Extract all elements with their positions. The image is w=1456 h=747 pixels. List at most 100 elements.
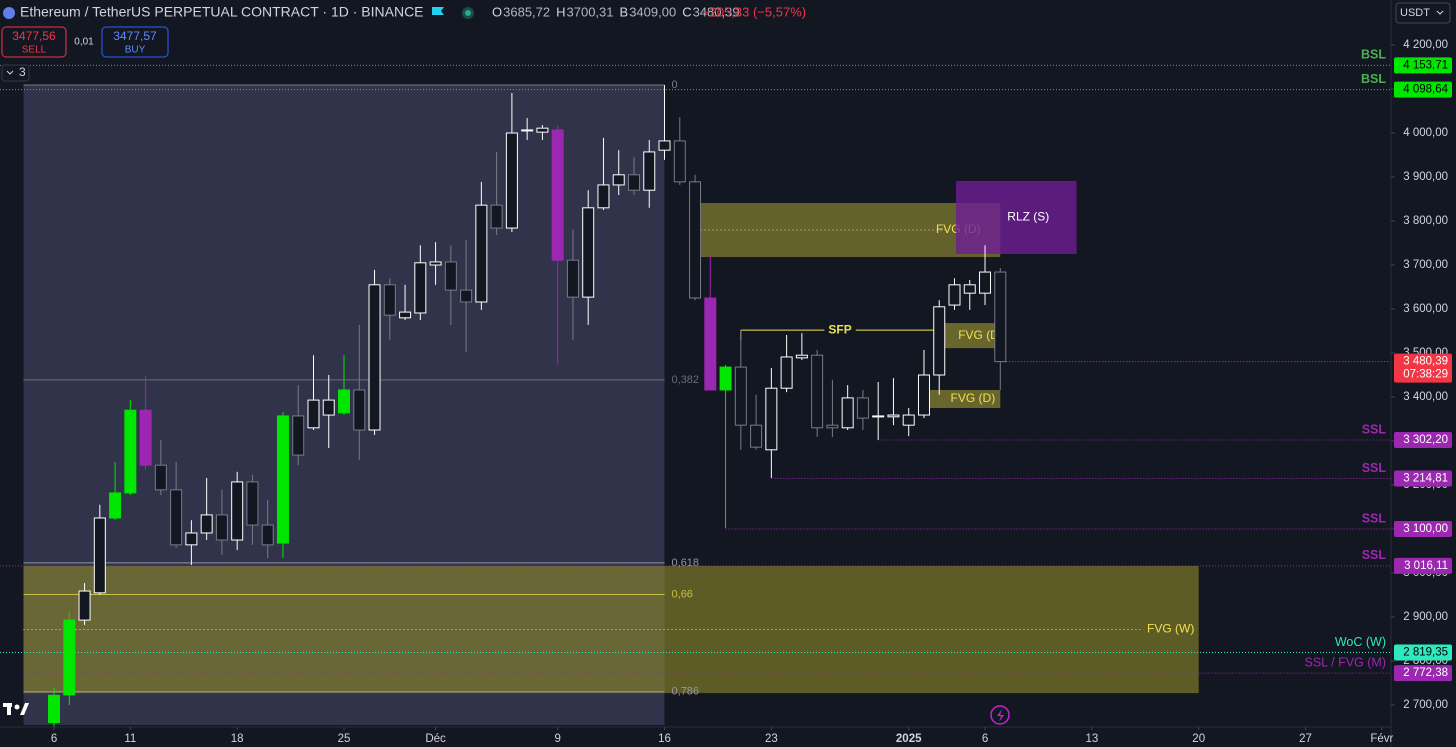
buy-label[interactable]: BUY (125, 45, 146, 56)
candle-body (841, 397, 854, 429)
ohlc-key: H (556, 4, 565, 19)
sell-price[interactable]: 3477,56 (12, 29, 56, 43)
y-tick-label: 2 900,00 (1403, 611, 1448, 623)
zone-label: FVG (D) (951, 391, 996, 405)
candle-body (505, 132, 518, 229)
currency[interactable]: USDT (1400, 7, 1430, 19)
candle-body (597, 184, 610, 209)
candle-body (246, 481, 259, 526)
zone (23, 565, 1199, 694)
candle-body (368, 284, 381, 431)
candle-body (124, 409, 137, 494)
x-tick-label: 2025 (896, 733, 922, 745)
candle-body (551, 129, 564, 261)
candle-body (856, 397, 869, 419)
y-tick-label: 4 200,00 (1403, 39, 1448, 51)
candle-body (826, 424, 839, 429)
level-name: BSL (1361, 72, 1386, 86)
ohlc: O 3685,72 H 3700,31 B 3409,00 C 3480,39 (492, 4, 740, 19)
level-badge (1394, 57, 1452, 74)
candle-body (215, 514, 228, 541)
candle-body (979, 271, 992, 294)
sell-button[interactable] (1, 26, 67, 58)
candle-body (750, 424, 763, 448)
candle-body (139, 409, 152, 466)
countdown: 07:38:29 (1403, 369, 1448, 381)
x-tick-label: 6 (51, 733, 57, 745)
x-tick-label: 6 (982, 733, 988, 745)
level-name: BSL (1361, 48, 1386, 62)
level-name: SSL / FVG (M) (1305, 655, 1387, 669)
x-tick-label: Févr (1370, 733, 1393, 745)
candle-body (383, 284, 396, 316)
level-name: SSL (1362, 548, 1387, 562)
indicator-count[interactable]: 3 (19, 65, 26, 79)
candle-body (292, 415, 305, 456)
candle-body (261, 524, 274, 546)
candle-body (276, 415, 289, 544)
sfp-label: SFP (828, 322, 851, 336)
sfp-label-bg (824, 322, 856, 337)
x-tick-label: 16 (658, 733, 671, 745)
ohlc-value: 3409,00 (629, 4, 676, 19)
x-tick-label: 9 (554, 733, 560, 745)
status-dot (465, 10, 471, 16)
ohlc-key: B (620, 4, 629, 19)
level-name: SSL (1362, 422, 1387, 436)
candle-body (963, 284, 976, 294)
level-badge (1394, 432, 1452, 449)
flag-icon[interactable] (432, 7, 444, 15)
x-tick-label: Déc (425, 733, 446, 745)
sell-label[interactable]: SELL (22, 45, 47, 56)
candle-body (414, 262, 427, 314)
level-name: WoC (W) (1335, 635, 1386, 649)
level-price: 4 098,64 (1403, 84, 1448, 96)
candle-body (93, 517, 106, 594)
y-tick-label: 3 900,00 (1403, 171, 1448, 183)
change: −205,33 (−5,57%) (702, 4, 806, 19)
buy-button[interactable] (101, 26, 169, 58)
currency-button[interactable] (1395, 2, 1451, 24)
level-price: 2 772,38 (1403, 667, 1448, 679)
zone-label: RLZ (S) (1007, 210, 1049, 224)
candle-body (48, 694, 61, 724)
level-badge (1394, 81, 1452, 98)
candle-body (200, 514, 213, 534)
zone-label: FVG (D) (958, 328, 1003, 342)
level-price: 4 153,71 (1403, 59, 1448, 71)
x-tick-label: 11 (124, 733, 136, 745)
coin-icon (3, 7, 15, 19)
indicator-toggle[interactable] (1, 64, 30, 82)
tv-logo (3, 703, 29, 715)
zone-label: FVG (W) (1147, 622, 1194, 636)
candle-body (231, 481, 244, 541)
x-tick-label: 20 (1192, 733, 1205, 745)
candle-body (933, 306, 946, 376)
candle-body (490, 204, 503, 229)
candle-body (612, 174, 625, 186)
candle-body (887, 414, 900, 418)
candle-body (429, 261, 442, 266)
replay-icon[interactable] (990, 705, 1010, 725)
fib-label: 0,66 (672, 588, 693, 600)
candle-body (154, 464, 167, 491)
level-name: SSL (1362, 511, 1387, 525)
buy-price[interactable]: 3477,57 (113, 29, 157, 43)
candle-body (643, 151, 656, 191)
candle-body (353, 389, 366, 431)
chevron (1436, 10, 1444, 15)
last-price: 3 480,39 (1403, 356, 1448, 368)
candle-body (902, 414, 915, 426)
candle-body (536, 127, 549, 133)
candle-body (338, 389, 351, 414)
plot: FVG (W)FVG (D)RLZ (S)FVG (D)FVG (D)00,38… (0, 64, 1391, 727)
candle-body (872, 415, 885, 418)
ohlc-key: O (492, 4, 502, 19)
level-price: 3 100,00 (1403, 523, 1448, 535)
fib-label: 0,382 (672, 374, 700, 386)
candle-body (689, 181, 702, 299)
level-price: 3 302,20 (1403, 434, 1448, 446)
ohlc-value: 3700,31 (567, 4, 614, 19)
